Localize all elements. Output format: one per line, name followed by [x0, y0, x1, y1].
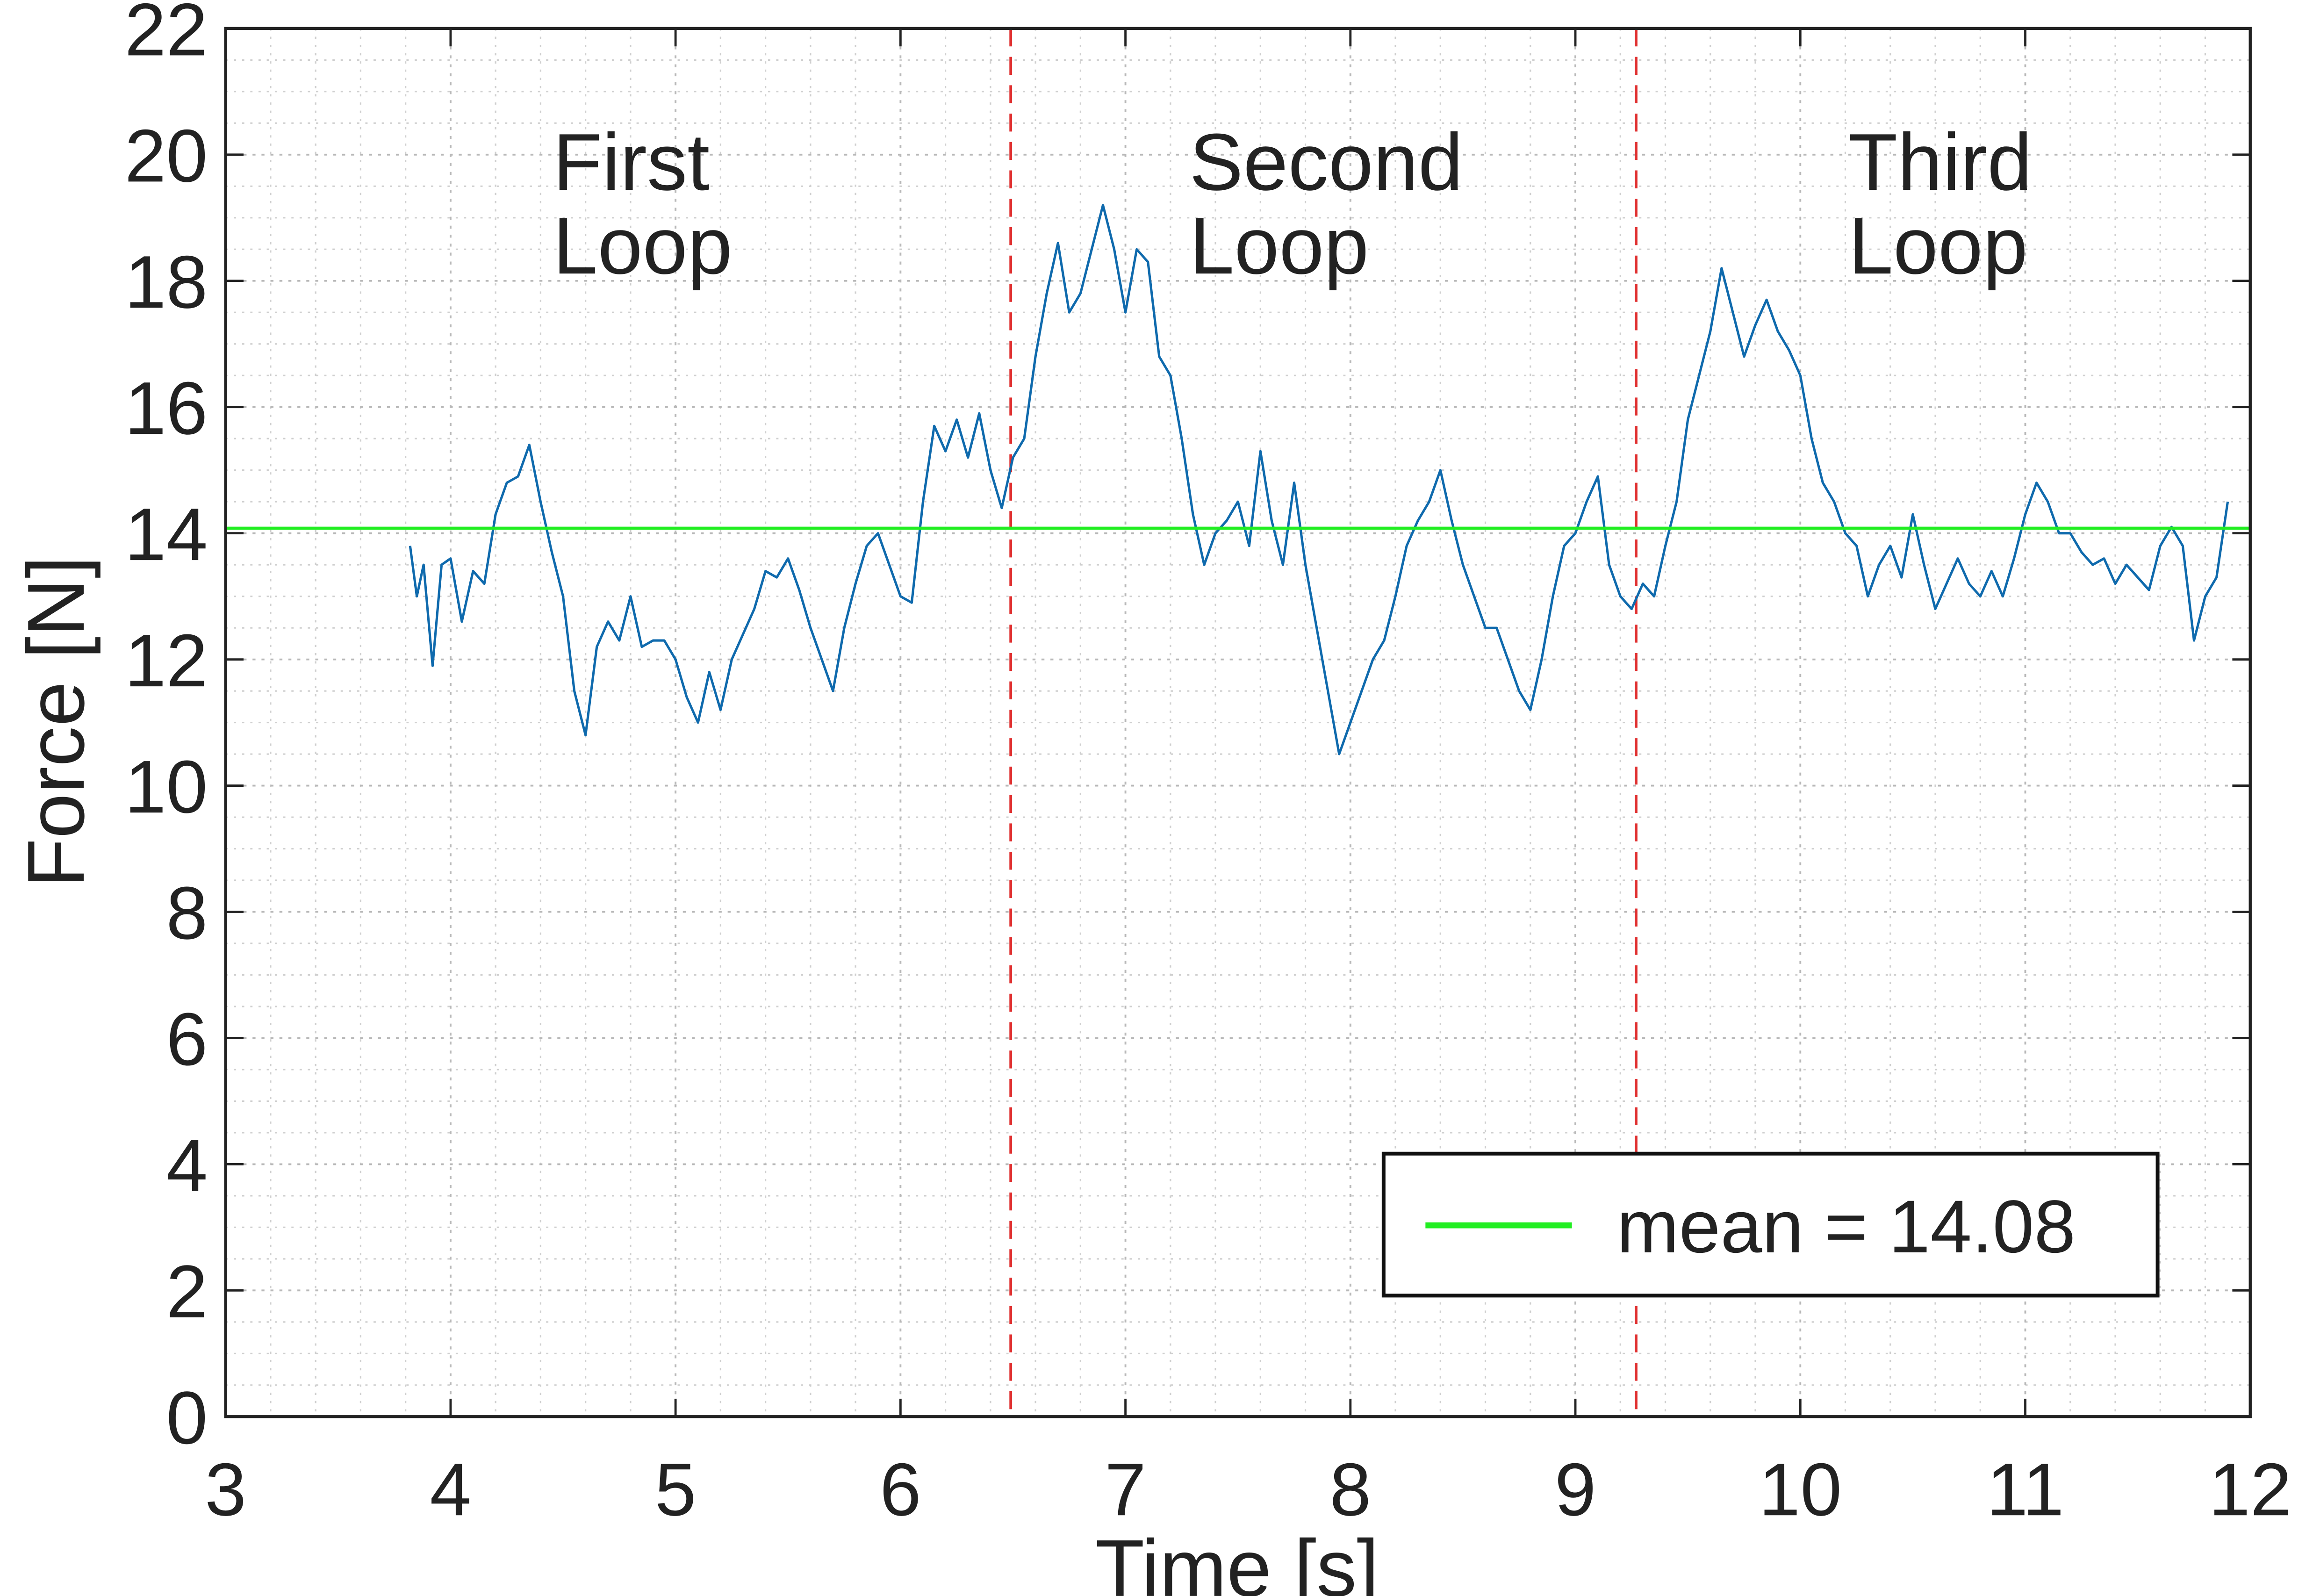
y-tick-label: 10 — [125, 745, 208, 828]
y-tick-label: 20 — [125, 114, 208, 197]
x-tick-label: 8 — [1329, 1447, 1371, 1531]
x-tick-label: 9 — [1555, 1447, 1596, 1531]
loop-label: First Loop — [553, 117, 733, 291]
x-tick-label: 4 — [430, 1447, 471, 1531]
legend-label: mean = 14.08 — [1616, 1185, 2076, 1268]
y-tick-label: 8 — [166, 871, 208, 955]
y-tick-label: 16 — [125, 366, 208, 450]
x-tick-label: 10 — [1759, 1447, 1842, 1531]
x-axis-label: Time [s] — [1095, 1523, 1379, 1596]
y-tick-label: 0 — [166, 1376, 208, 1459]
loop-label-line: Loop — [1189, 201, 1369, 291]
x-tick-label: 3 — [205, 1447, 246, 1531]
y-tick-label: 6 — [166, 997, 208, 1081]
loop-label-line: Second — [1189, 117, 1463, 207]
x-tick-label: 11 — [1987, 1447, 2064, 1531]
y-tick-label: 2 — [166, 1250, 208, 1333]
x-tick-label: 12 — [2209, 1447, 2292, 1531]
loop-label: Third Loop — [1848, 117, 2032, 291]
y-tick-label: 14 — [125, 492, 208, 576]
x-tick-label: 7 — [1105, 1447, 1146, 1531]
y-axis-label: Force [N] — [11, 556, 101, 888]
y-tick-label: 12 — [125, 618, 208, 702]
y-tick-label: 18 — [125, 240, 208, 324]
y-tick-label: 4 — [166, 1123, 208, 1207]
loop-label-line: Loop — [553, 201, 733, 291]
loop-label-line: Loop — [1848, 201, 2028, 291]
loop-label-line: Third — [1848, 117, 2032, 207]
y-tick-label: 22 — [125, 0, 208, 71]
x-tick-label: 6 — [880, 1447, 921, 1531]
loop-label-line: First — [553, 117, 710, 207]
loop-label: Second Loop — [1189, 117, 1463, 291]
data-line — [409, 204, 2229, 755]
plot-frame — [224, 27, 2252, 1418]
x-tick-label: 5 — [655, 1447, 697, 1531]
